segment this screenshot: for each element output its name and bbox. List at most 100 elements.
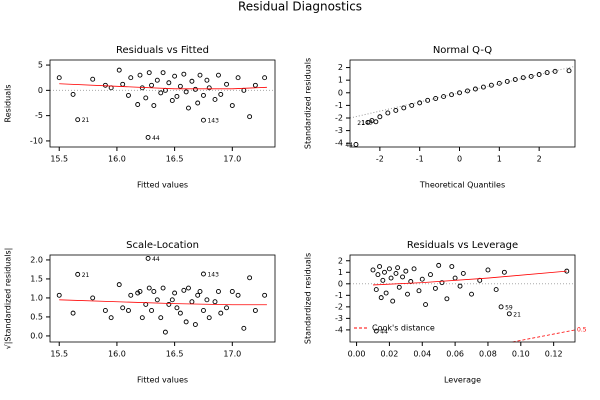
x-tick-label: 16.0 xyxy=(108,155,126,164)
point xyxy=(417,100,423,106)
point xyxy=(162,87,168,93)
y-tick-label: -2 xyxy=(335,302,343,311)
point xyxy=(428,272,433,278)
plot-frame xyxy=(349,59,576,148)
point xyxy=(385,110,391,116)
y-tick-label: 1.5 xyxy=(30,274,43,283)
point xyxy=(536,72,542,77)
point xyxy=(169,297,175,303)
outlier-point xyxy=(145,255,151,261)
point xyxy=(181,287,187,293)
point xyxy=(201,308,206,313)
y-tick-label: -1 xyxy=(335,291,343,300)
point xyxy=(149,308,154,313)
point xyxy=(262,292,268,298)
x-axis-label: Fitted values xyxy=(137,376,188,385)
point xyxy=(380,277,386,283)
point xyxy=(373,287,379,293)
y-tick-label: 2.0 xyxy=(30,255,43,264)
point xyxy=(186,105,191,111)
outlier-point xyxy=(145,134,151,140)
x-tick-label: 0.02 xyxy=(381,350,399,359)
y-tick-label: 0.5 xyxy=(30,312,43,321)
point xyxy=(177,83,183,89)
point xyxy=(135,102,141,107)
point xyxy=(146,70,152,76)
point xyxy=(166,80,172,86)
point xyxy=(56,75,62,81)
page-title: Residual Diagnostics xyxy=(238,0,362,14)
legend-label: Cook's distance xyxy=(372,324,435,333)
point xyxy=(395,265,401,271)
point xyxy=(192,322,198,327)
outlier-point xyxy=(353,142,359,147)
y-tick-label: -4 xyxy=(335,139,343,148)
point xyxy=(181,71,187,77)
point xyxy=(382,269,387,275)
panel-title: Residuals vs Leverage xyxy=(407,240,518,251)
smooth-line xyxy=(59,83,267,90)
y-tick-label: -3 xyxy=(335,126,343,135)
x-axis-label: Leverage xyxy=(444,376,481,385)
point xyxy=(460,270,466,276)
point xyxy=(375,272,381,278)
point xyxy=(197,72,203,78)
outlier-label: 44 xyxy=(380,329,388,336)
outlier-label: 44 xyxy=(152,135,160,142)
point xyxy=(151,103,157,108)
y-tick-label: 2 xyxy=(338,256,343,265)
point xyxy=(419,276,425,282)
point xyxy=(158,90,164,96)
point xyxy=(405,291,410,297)
x-tick-label: 17.0 xyxy=(223,155,241,164)
point xyxy=(216,72,221,78)
point xyxy=(436,262,442,268)
point xyxy=(396,284,402,290)
x-axis-label: Theoretical Quantiles xyxy=(419,181,505,190)
x-tick-label: 17.0 xyxy=(223,350,241,359)
x-tick-label: 0.00 xyxy=(348,350,366,359)
point xyxy=(204,77,210,83)
y-tick-label: -10 xyxy=(30,136,43,145)
outlier-point xyxy=(75,117,81,123)
point xyxy=(378,295,384,301)
point xyxy=(552,68,558,74)
point xyxy=(480,84,486,90)
outlier-label: 59 xyxy=(505,304,513,311)
point xyxy=(146,285,152,291)
x-tick-label: 0.06 xyxy=(446,350,464,359)
y-tick-label: 0.0 xyxy=(30,331,43,340)
point xyxy=(247,114,253,120)
outlier-label: 143 xyxy=(207,118,219,125)
point xyxy=(501,269,507,275)
point xyxy=(206,315,212,321)
point xyxy=(457,90,462,96)
x-tick-label: 15.5 xyxy=(50,350,68,359)
point xyxy=(151,289,157,294)
panel-title: Residuals vs Fitted xyxy=(116,45,209,56)
outlier-point xyxy=(75,271,81,277)
outlier-label: 44 xyxy=(152,256,160,263)
outlier-label: 143 xyxy=(361,119,373,126)
cook-contour xyxy=(512,329,576,343)
y-tick-label: 0 xyxy=(338,88,343,97)
point xyxy=(224,81,229,87)
y-axis-label: Standardized residuals xyxy=(304,253,313,344)
point xyxy=(390,298,396,304)
outlier-label: 143 xyxy=(207,271,219,278)
point xyxy=(189,299,195,305)
point xyxy=(528,73,534,79)
point xyxy=(90,295,96,301)
x-tick-label: 0.12 xyxy=(545,350,563,359)
point xyxy=(393,107,399,113)
point xyxy=(496,80,502,86)
outlier-point xyxy=(201,117,206,123)
x-tick-label: 16.5 xyxy=(166,155,184,164)
point xyxy=(452,275,458,281)
point xyxy=(229,103,235,108)
point xyxy=(102,308,108,313)
point xyxy=(183,89,189,95)
point xyxy=(425,97,431,103)
point xyxy=(566,68,572,74)
panel-title: Normal Q-Q xyxy=(433,45,492,56)
